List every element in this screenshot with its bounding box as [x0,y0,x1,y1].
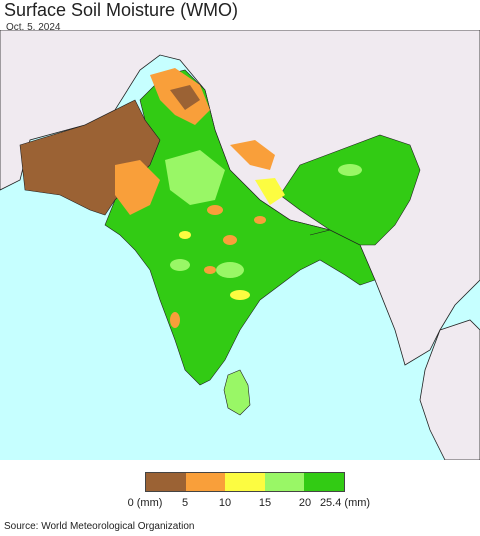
legend-tick-4: 20 [298,497,312,509]
patch-lightgreen-spot-1 [216,262,244,278]
legend-swatch-1 [185,473,226,491]
legend-tick-0: 0 (mm) [127,497,163,509]
legend-tick-2: 10 [218,497,232,509]
legend-swatch-0 [146,473,186,491]
patch-yellow-central [255,178,285,205]
legend-colorbar [145,472,345,492]
patch-orange-spot-1 [207,205,223,215]
land-northeast [279,134,421,246]
patch-lightgreen-central [165,150,225,205]
patch-lightgreen-spot-2 [170,259,190,271]
source-credit: Source: World Meteorological Organizatio… [4,521,195,532]
patch-orange-spot-4 [204,266,216,274]
legend-tick-3: 15 [258,497,272,509]
legend-swatch-2 [225,473,265,491]
legend-swatch-3 [264,473,305,491]
patch-yellow-spot-1 [179,231,191,239]
patch-orange-spot-5 [170,312,180,328]
patch-orange-spot-2 [223,235,237,245]
patch-lightgreen-spot-3 [338,164,362,176]
legend-tick-5: 25.4 (mm) [319,497,371,509]
land-main [104,69,376,386]
patch-brown-kashmir [170,85,200,110]
sri-lanka [223,369,251,416]
land-outside-southeast [419,319,480,460]
patch-orange-rajasthan [115,160,160,215]
legend-swatch-4 [304,473,344,491]
patch-orange-spot-3 [254,216,266,224]
patch-orange-nepal [230,140,275,170]
map-date: Oct. 5, 2024 [6,22,61,33]
map-title: Surface Soil Moisture (WMO) [4,0,239,20]
legend-tick-1: 5 [181,497,189,509]
patch-yellow-spot-2 [230,290,250,300]
delta-line [309,229,361,246]
soil-moisture-map [0,30,480,460]
